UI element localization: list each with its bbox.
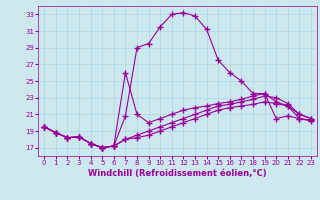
X-axis label: Windchill (Refroidissement éolien,°C): Windchill (Refroidissement éolien,°C) bbox=[88, 169, 267, 178]
